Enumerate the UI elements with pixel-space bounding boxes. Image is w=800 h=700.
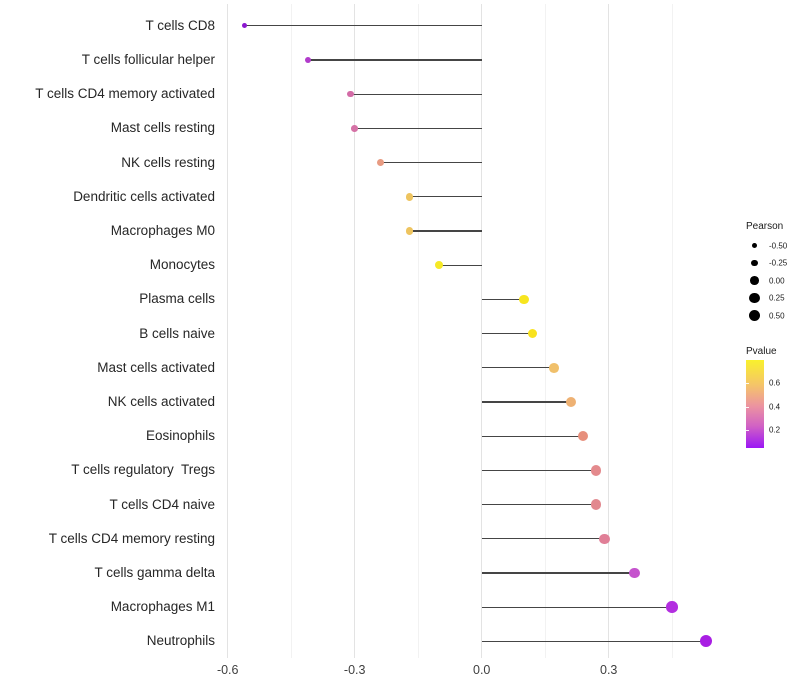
legend-color-tick-label: 0.2 [769, 425, 781, 435]
legend-gradient-tick [746, 383, 749, 384]
legend-color-tick-label: 0.6 [769, 378, 781, 388]
lollipop-stem [481, 435, 584, 437]
data-point [351, 125, 358, 132]
y-axis-label: NK cells resting [121, 154, 215, 170]
data-point [628, 567, 640, 579]
legend-size-label: -0.25 [769, 258, 788, 268]
y-axis-label: NK cells activated [107, 394, 215, 409]
legend-gradient-tick [746, 430, 749, 431]
legend-gradient-tick [746, 407, 749, 408]
data-point [590, 499, 602, 510]
data-point [305, 57, 312, 63]
lollipop-stem [481, 640, 707, 643]
legend-color-gradient-bar [746, 360, 764, 448]
y-axis-label: Mast cells activated [97, 359, 215, 375]
legend-size-label: -0.50 [769, 241, 788, 250]
gridline-major [481, 4, 483, 658]
lollipop-stem [308, 59, 482, 61]
y-axis-label: Eosinophils [145, 428, 215, 444]
legend-size-key-dot [751, 259, 758, 267]
y-axis-label: Mast cells resting [110, 120, 215, 136]
lollipop-stem [481, 401, 571, 403]
lollipop-stem [481, 572, 635, 574]
lollipop-stem [481, 469, 596, 472]
legend-size-label: 0.00 [769, 276, 785, 285]
data-point [666, 601, 678, 613]
lollipop-stem [409, 230, 482, 232]
lollipop-stem [244, 25, 482, 27]
data-point [406, 227, 414, 235]
data-point [700, 635, 713, 648]
legend-size-key-dot [751, 242, 758, 249]
legend-size-label: 0.50 [769, 311, 785, 320]
y-axis-label: Macrophages M0 [110, 223, 215, 238]
x-axis-tick-label: -0.6 [216, 663, 239, 677]
data-point [376, 159, 384, 167]
lollipop-stem [439, 264, 482, 266]
lollipop-stem [481, 298, 525, 301]
y-axis-label: Dendritic cells activated [73, 188, 215, 204]
y-axis-label: B cells naive [139, 325, 215, 341]
legend-size-label: 0.25 [769, 293, 785, 303]
data-point [565, 397, 576, 407]
data-point [519, 294, 529, 305]
legend-size-key-dot [749, 292, 760, 304]
gridline-major [227, 4, 229, 658]
lollipop-stem [380, 161, 482, 164]
legend-size-key-dot [750, 276, 759, 285]
gridline-minor [671, 4, 673, 658]
gridline-major [608, 4, 610, 658]
data-point [590, 465, 602, 476]
lollipop-stem [481, 332, 533, 335]
lollipop-stem [350, 93, 482, 95]
data-point [527, 328, 538, 339]
y-axis-label: T cells CD8 [145, 17, 215, 33]
lollipop-stem [481, 367, 554, 369]
y-axis-label: T cells follicular helper [81, 52, 215, 67]
data-point [548, 362, 559, 373]
data-point [406, 193, 414, 201]
x-axis-tick-label: -0.3 [343, 663, 366, 677]
lollipop-stem [354, 127, 482, 130]
data-point [242, 23, 248, 29]
y-axis-label: T cells CD4 naive [109, 496, 215, 512]
data-point [435, 261, 444, 270]
x-axis-tick-label: 0.3 [599, 663, 618, 677]
y-axis-label: Neutrophils [146, 633, 215, 649]
lollipop-stem [481, 538, 605, 540]
lollipop-stem [481, 606, 673, 608]
y-axis-label: T cells CD4 memory activated [35, 86, 215, 102]
x-axis-tick-label: 0.0 [472, 663, 491, 677]
y-axis-label: Monocytes [149, 257, 215, 273]
gridline-minor [544, 4, 546, 658]
data-point [599, 533, 610, 545]
data-point [347, 90, 354, 98]
lollipop-stem [481, 503, 596, 506]
gridline-minor [290, 4, 292, 658]
gridline-minor [417, 4, 419, 658]
legend-color-tick-label: 0.4 [769, 402, 781, 412]
y-axis-label: T cells gamma delta [94, 565, 215, 580]
legend-size-key-dot [748, 309, 761, 322]
legend-color-title: Pvalue [746, 346, 777, 357]
lollipop-stem [409, 196, 482, 198]
y-axis-label: Plasma cells [139, 291, 215, 307]
data-point [578, 431, 589, 442]
gridline-major [354, 4, 356, 658]
y-axis-label: Macrophages M1 [110, 599, 215, 615]
legend-size-title: Pearson [746, 221, 784, 232]
y-axis-label: T cells CD4 memory resting [48, 530, 215, 546]
y-axis-label: T cells regulatory Tregs [71, 462, 215, 478]
